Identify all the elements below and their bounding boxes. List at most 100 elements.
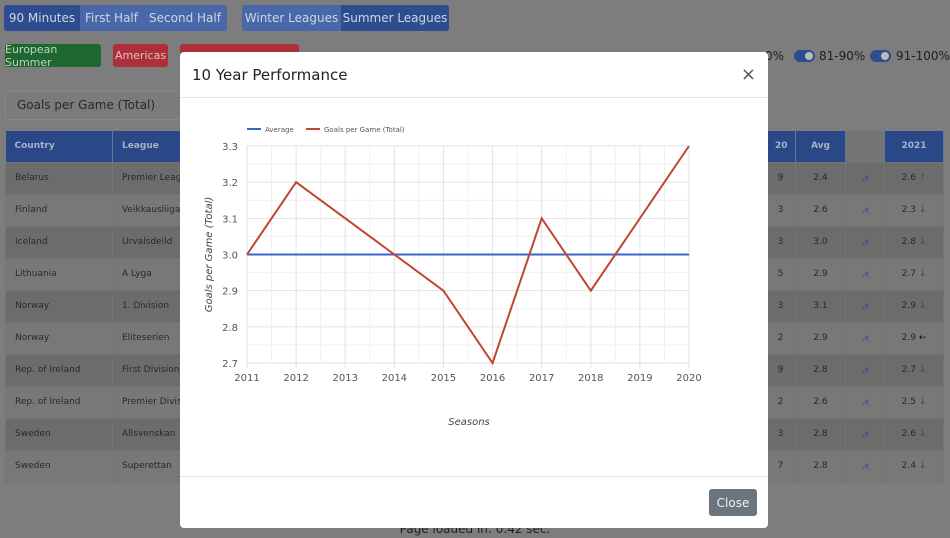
y-tick-label: 3.2: [222, 178, 238, 189]
tab-first-half[interactable]: First Half: [80, 5, 143, 31]
cell-avg: 3.0: [795, 225, 846, 259]
chart-icon[interactable]: ⩘: [845, 321, 885, 355]
y-tick-label: 2.8: [222, 323, 238, 334]
y-tick-label: 3.3: [222, 142, 238, 153]
trend-down-icon: ↓: [918, 237, 927, 247]
cell-avg: 2.6: [795, 193, 846, 227]
cell-2021: 2.4 ↓: [884, 449, 944, 483]
cell-country: Iceland: [5, 225, 113, 259]
x-tick-label: 2014: [382, 373, 407, 384]
modal-footer-divider: [180, 476, 768, 477]
trend-down-icon: ↓: [918, 429, 927, 439]
toggle-91-100[interactable]: [870, 50, 891, 62]
x-tick-label: 2012: [283, 373, 308, 384]
x-tick-label: 2020: [676, 373, 701, 384]
value-2021: 2.5: [901, 397, 916, 407]
trend-down-icon: ↓: [918, 365, 927, 375]
cell-2021: 2.5 ↓: [884, 385, 944, 419]
value-2021: 2.9: [901, 301, 916, 311]
trend-down-icon: ↓: [918, 397, 927, 407]
x-tick-label: 2011: [234, 373, 259, 384]
tab-winter-leagues[interactable]: Winter Leagues: [242, 5, 341, 31]
x-tick-label: 2013: [332, 373, 357, 384]
close-button[interactable]: Close: [709, 489, 757, 516]
legend-label: Average: [265, 126, 294, 134]
value-2021: 2.3: [901, 205, 916, 215]
chart-icon[interactable]: ⩘: [845, 257, 885, 291]
value-2021: 2.4: [901, 461, 916, 471]
cell-country: Sweden: [5, 449, 113, 483]
cell-avg: 3.1: [795, 289, 846, 323]
chart-icon[interactable]: ⩘: [845, 289, 885, 323]
trend-down-icon: ↓: [918, 301, 927, 311]
y-tick-label: 2.9: [222, 287, 238, 298]
cell-country: Norway: [5, 289, 113, 323]
tab-90-minutes[interactable]: 90 Minutes: [4, 5, 80, 31]
cell-country: Rep. of Ireland: [5, 385, 113, 419]
performance-modal: 10 Year Performance × 2.7 2.8 2.9 3.0 3.1 3.2…: [180, 52, 768, 528]
toggle-label-81-90: 81-90%: [819, 49, 866, 63]
header-avg[interactable]: Avg: [795, 131, 846, 162]
cell-avg: 2.8: [795, 449, 846, 483]
value-2021: 2.7: [901, 365, 916, 375]
toggle-label-91-100: 91-100%: [896, 49, 950, 63]
value-2021: 2.9: [901, 333, 916, 343]
value-2021: 2.6: [901, 429, 916, 439]
cell-country: Sweden: [5, 417, 113, 451]
cell-2021: 2.3 ↓: [884, 193, 944, 227]
trend-down-icon: ↓: [918, 269, 927, 279]
x-tick-label: 2016: [480, 373, 505, 384]
close-icon[interactable]: ×: [740, 64, 756, 85]
cell-2021: 2.7 ↓: [884, 353, 944, 387]
y-tick-label: 3.1: [222, 214, 238, 225]
cell-avg: 2.4: [795, 161, 846, 195]
cell-partial: 9: [765, 161, 796, 195]
cell-country: Lithuania: [5, 257, 113, 291]
cell-partial: 2: [765, 385, 796, 419]
header-partial[interactable]: 20: [765, 131, 796, 162]
x-tick-label: 2015: [431, 373, 456, 384]
trend-down-icon: ↓: [918, 461, 927, 471]
cell-avg: 2.8: [795, 353, 846, 387]
filter-americas[interactable]: Americas: [113, 44, 168, 67]
cell-2021: 2.7 ↓: [884, 257, 944, 291]
cell-partial: 7: [765, 449, 796, 483]
filter-european-summer[interactable]: European Summer: [5, 43, 101, 69]
value-2021: 2.8: [901, 237, 916, 247]
cell-partial: 3: [765, 289, 796, 323]
chart-icon[interactable]: ⩘: [845, 353, 885, 387]
tab-summer-leagues[interactable]: Summer Leagues: [341, 5, 449, 31]
header-2021[interactable]: 2021: [884, 131, 944, 162]
trend-down-icon: ↓: [918, 205, 927, 215]
header-chart: [845, 131, 885, 162]
x-axis-label: Seasons: [448, 417, 490, 428]
x-tick-label: 2019: [627, 373, 652, 384]
y-tick-label: 3.0: [222, 251, 238, 262]
tab-second-half[interactable]: Second Half: [143, 5, 227, 31]
metric-select[interactable]: Goals per Game (Total): [5, 91, 205, 120]
chart-icon[interactable]: ⩘: [845, 385, 885, 419]
toggle-label-partial: 0%: [765, 49, 785, 63]
modal-title: 10 Year Performance: [192, 66, 348, 84]
modal-header-divider: [180, 97, 768, 98]
cell-avg: 2.9: [795, 321, 846, 355]
cell-2021: 2.9 ↓: [884, 289, 944, 323]
x-tick-label: 2018: [578, 373, 603, 384]
cell-2021: 2.6 ↑: [884, 161, 944, 195]
y-tick-label: 2.7: [222, 359, 238, 370]
toggle-81-90[interactable]: [794, 50, 815, 62]
trend-flat-icon: ←: [918, 333, 927, 343]
chart-icon[interactable]: ⩘: [845, 193, 885, 227]
value-2021: 2.7: [901, 269, 916, 279]
cell-2021: 2.8 ↓: [884, 225, 944, 259]
cell-avg: 2.8: [795, 417, 846, 451]
series-line-1: [246, 145, 690, 366]
trend-up-icon: ↑: [918, 173, 927, 183]
chart-icon[interactable]: ⩘: [845, 449, 885, 483]
x-tick-label: 2017: [529, 373, 554, 384]
y-axis-label: Goals per Game (Total): [204, 197, 215, 313]
cell-country: Norway: [5, 321, 113, 355]
cell-2021: 2.6 ↓: [884, 417, 944, 451]
header-country[interactable]: Country: [5, 131, 113, 162]
performance-chart: 2.7 2.8 2.9 3.0 3.1 3.2 3.3 2011 2012 2013 2014 201…: [204, 126, 702, 428]
